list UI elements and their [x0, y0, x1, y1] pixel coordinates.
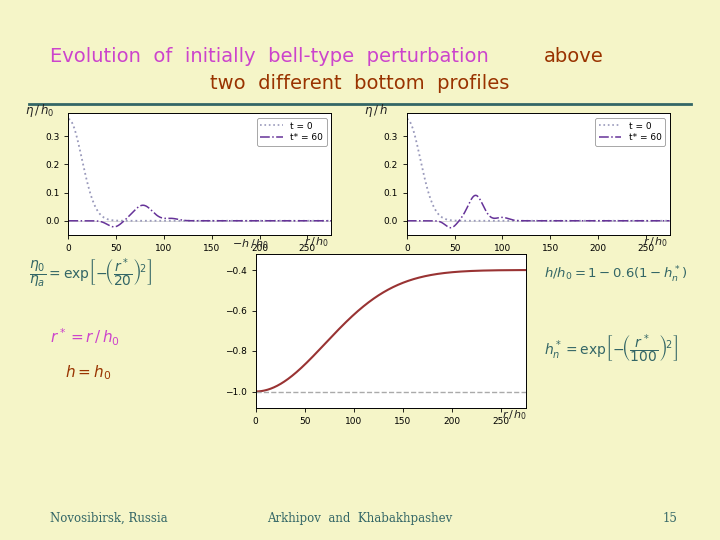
Text: $h/h_0=1-0.6(1-h_n^*)$: $h/h_0=1-0.6(1-h_n^*)$ [544, 265, 687, 286]
Legend: t = 0, t* = 60: t = 0, t* = 60 [595, 118, 665, 146]
Text: Evolution  of  initially  bell-type  perturbation: Evolution of initially bell-type perturb… [50, 47, 489, 66]
Text: Arkhipov  and  Khabakhpashev: Arkhipov and Khabakhpashev [267, 512, 453, 525]
Text: $r\,/\,h_0$: $r\,/\,h_0$ [304, 235, 330, 249]
Text: $h_n^*=\exp\!\left[-\!\left(\dfrac{r^*}{100}\right)^{\!2}\right]$: $h_n^*=\exp\!\left[-\!\left(\dfrac{r^*}{… [544, 332, 678, 365]
Text: $-h\,/\,h_0$: $-h\,/\,h_0$ [232, 237, 269, 251]
Text: $\dfrac{\eta_0}{\eta_a}=\exp\!\left[-\!\left(\dfrac{r^*}{20}\right)^{\!2}\right]: $\dfrac{\eta_0}{\eta_a}=\exp\!\left[-\!\… [29, 256, 152, 289]
Text: Novosibirsk, Russia: Novosibirsk, Russia [50, 512, 168, 525]
Text: $h=h_0$: $h=h_0$ [65, 363, 111, 382]
Text: 15: 15 [662, 512, 677, 525]
Text: two  different  bottom  profiles: two different bottom profiles [210, 74, 510, 93]
Text: above: above [544, 47, 603, 66]
Text: $\eta\,/\,h_0$: $\eta\,/\,h_0$ [25, 102, 54, 119]
Text: $\eta\,/\,h$: $\eta\,/\,h$ [364, 102, 388, 119]
Text: $r\,/\,h_0$: $r\,/\,h_0$ [502, 408, 528, 422]
Text: $r\,/\,h_0$: $r\,/\,h_0$ [642, 235, 668, 249]
Legend: t = 0, t* = 60: t = 0, t* = 60 [257, 118, 327, 146]
Text: $r^*=r\,/\,h_0$: $r^*=r\,/\,h_0$ [50, 327, 120, 348]
